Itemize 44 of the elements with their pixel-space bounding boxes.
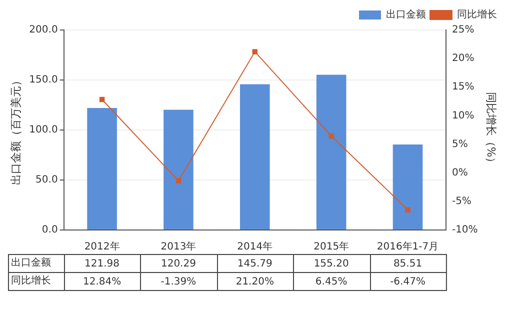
x-tick-label: 2012年 <box>84 240 120 253</box>
data-label: -6.47% <box>390 276 426 288</box>
legend-label: 同比增长 <box>457 8 497 21</box>
bar <box>392 144 423 230</box>
x-tick-label: 2013年 <box>160 240 196 253</box>
point <box>252 49 258 54</box>
y-tick-label: 100.0 <box>29 124 58 136</box>
x-tick-label: 2015年 <box>314 240 350 253</box>
bar <box>240 84 270 230</box>
point <box>176 178 182 184</box>
x-tick-label: 2016年1-7月 <box>376 240 439 253</box>
data-label: 145.79 <box>237 258 272 270</box>
y2-tick-label: -5% <box>452 196 472 208</box>
y2-axis-title: 同比增长（%） <box>484 92 498 168</box>
data-label: -1.39% <box>160 276 196 288</box>
y2-tick-label: 15% <box>452 82 474 93</box>
y2-tick-label: 5% <box>452 138 468 150</box>
y-axis-title: 出口金额（百万美元） <box>9 75 22 185</box>
y2-tick-label: 10% <box>452 110 474 122</box>
point <box>328 133 334 139</box>
y2-tick-label: 0% <box>452 167 468 178</box>
text: 同比增长 <box>11 276 51 287</box>
data-label: 6.45% <box>315 276 348 288</box>
point <box>405 207 410 212</box>
y-tick-label: 50.0 <box>36 174 58 186</box>
bar <box>316 74 346 230</box>
point <box>99 96 105 102</box>
data-label: 120.29 <box>160 258 196 270</box>
x-tick-label: 2014年 <box>237 240 273 253</box>
y-tick-label: 200.0 <box>29 24 58 36</box>
legend-label: 出口金额 <box>386 8 426 21</box>
y-tick-label: 0.0 <box>42 224 58 236</box>
y2-tick-label: -10% <box>452 224 478 236</box>
data-label: 12.84% <box>82 276 122 288</box>
bar <box>164 110 194 230</box>
bar <box>87 108 117 230</box>
data-label: 21.20% <box>236 276 274 288</box>
data-label: 155.20 <box>314 258 349 270</box>
y-tick-label: 150.0 <box>29 74 58 86</box>
y2-tick-label: 25% <box>452 24 474 36</box>
text: 出口金额 <box>11 258 51 269</box>
y2-tick-label: 20% <box>452 53 474 64</box>
data-label: 85.51 <box>393 258 422 270</box>
data-label: 121.98 <box>84 258 120 270</box>
